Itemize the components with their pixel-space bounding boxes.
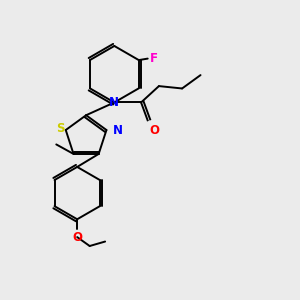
Text: S: S <box>56 122 64 135</box>
Text: O: O <box>72 230 82 244</box>
Text: F: F <box>150 52 158 65</box>
Text: N: N <box>112 124 122 136</box>
Text: O: O <box>149 124 159 137</box>
Text: N: N <box>109 96 119 109</box>
